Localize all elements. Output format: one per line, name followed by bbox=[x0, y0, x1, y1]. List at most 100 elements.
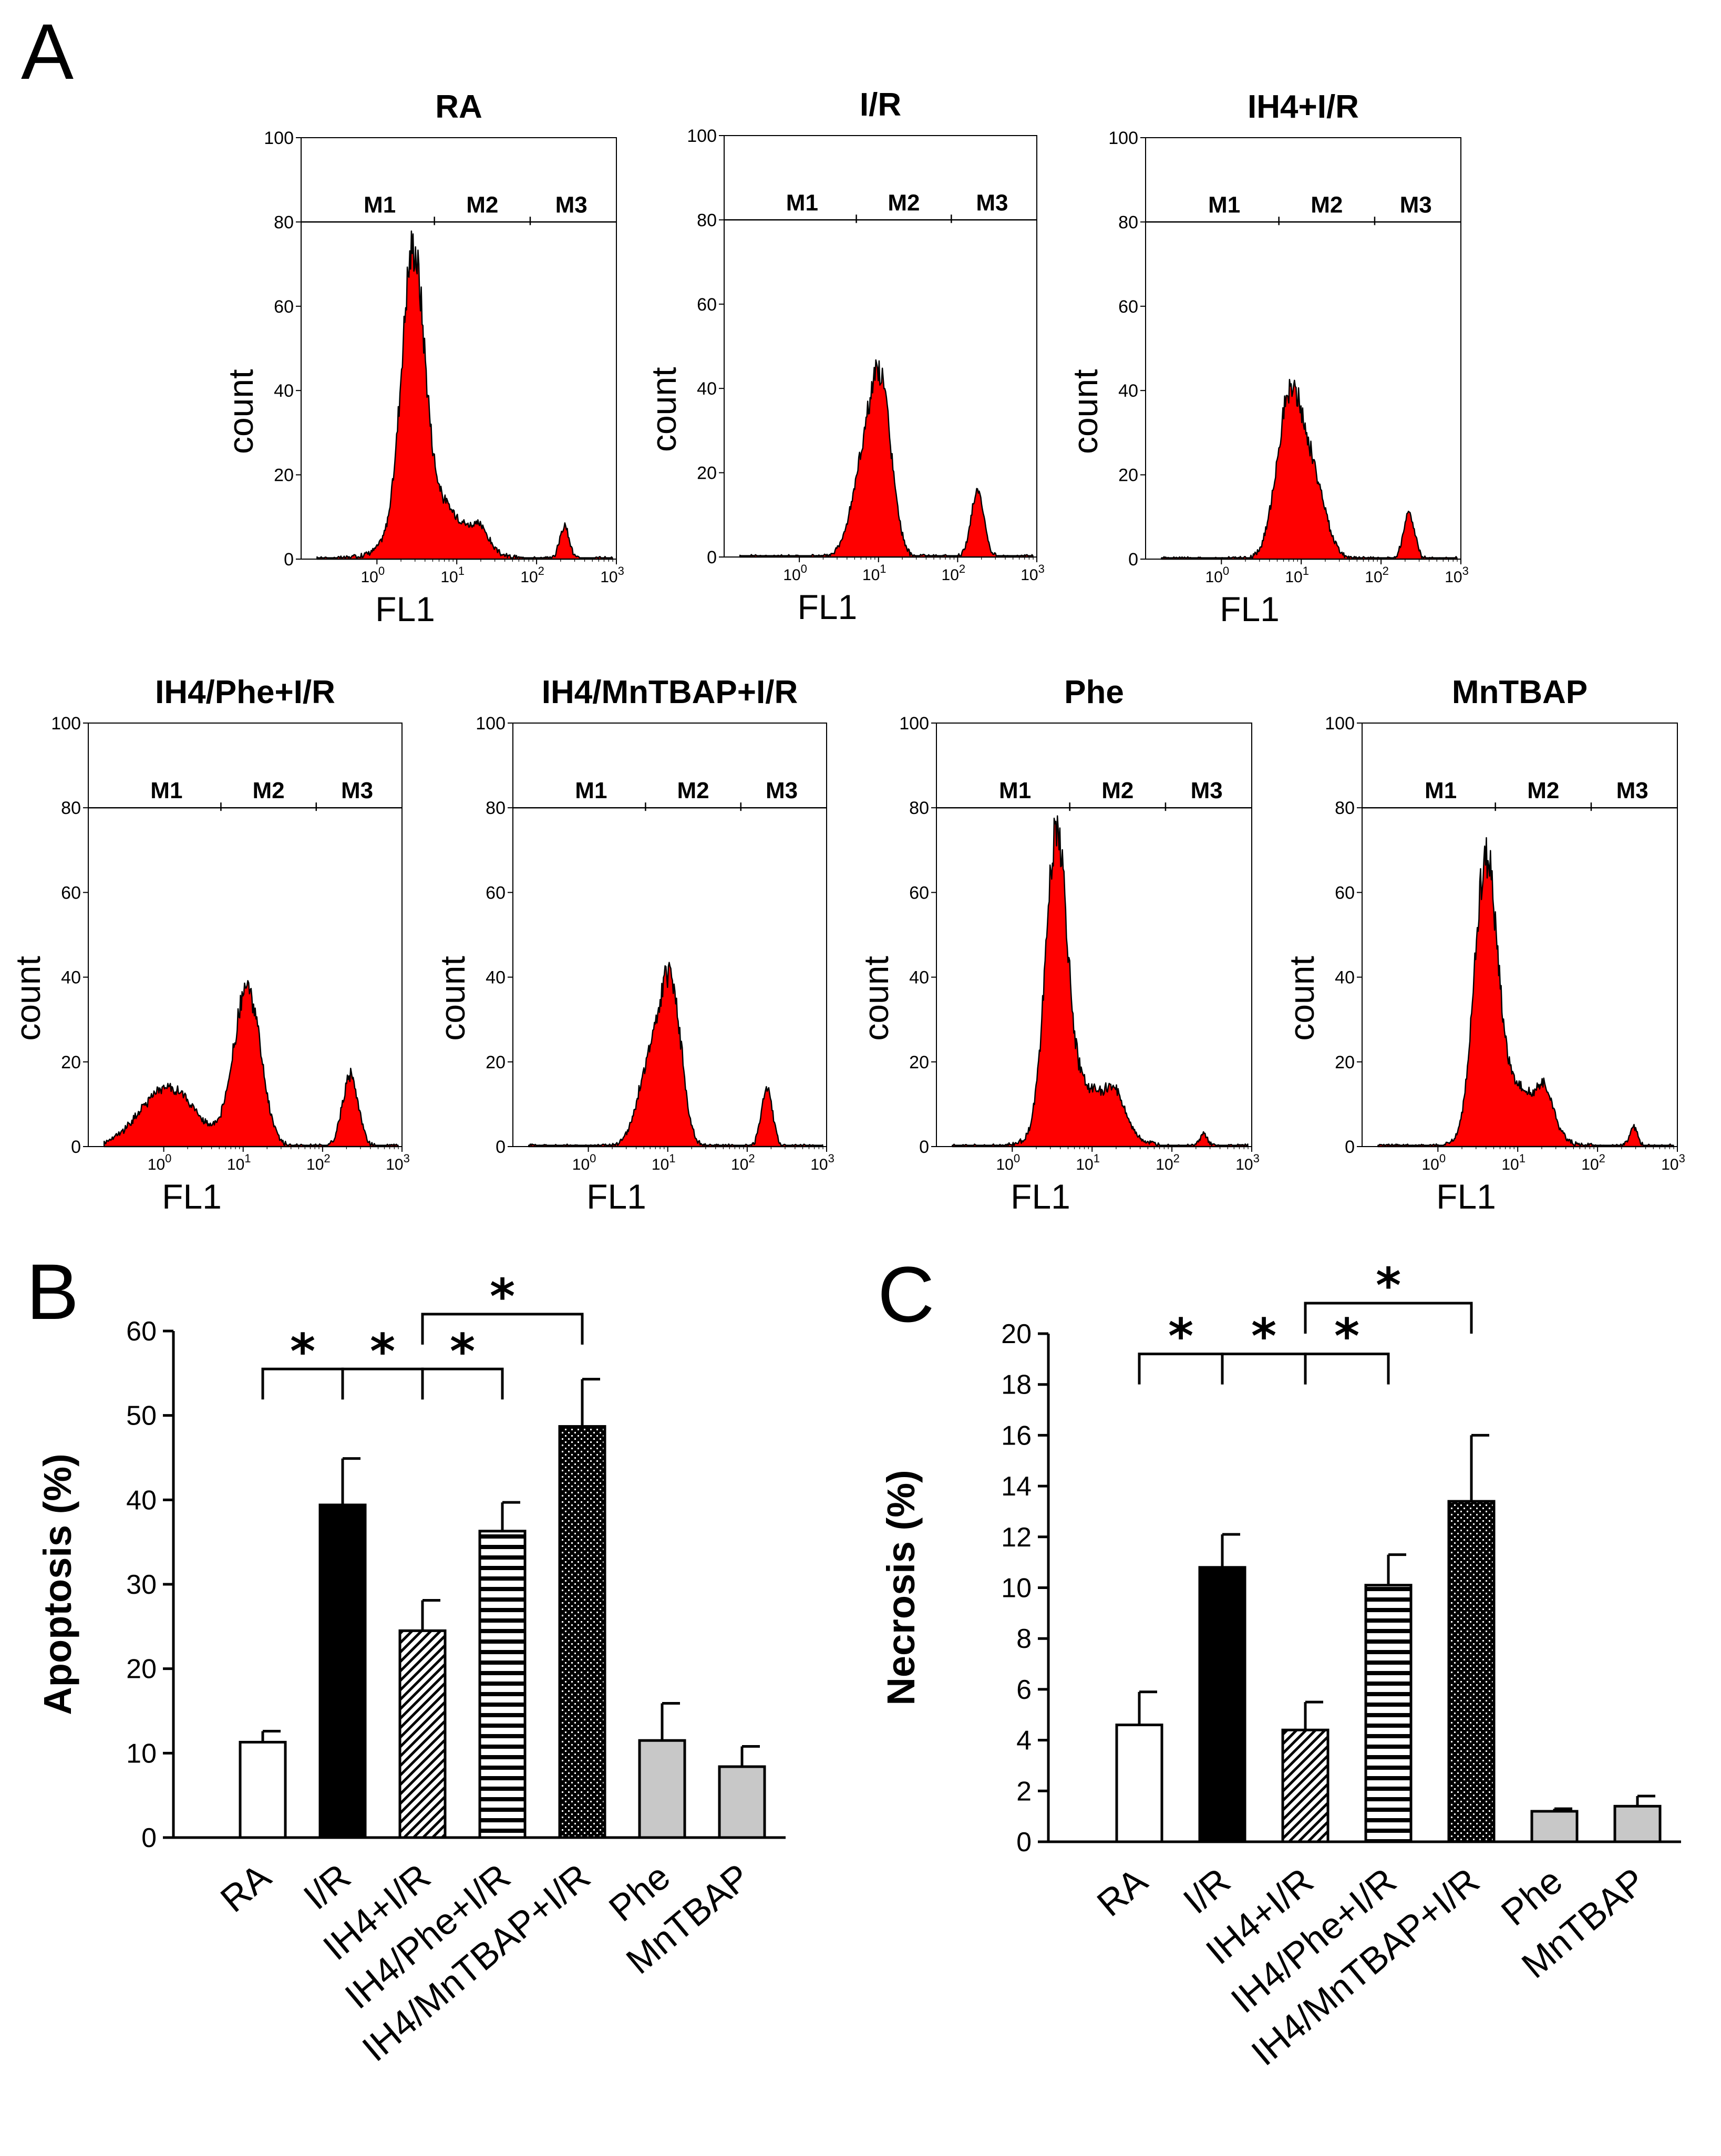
y-tick-label: 60 bbox=[61, 883, 81, 903]
bar-ih4-mntbap-i-r bbox=[1447, 1500, 1496, 1843]
y-tick-label: 0 bbox=[1128, 550, 1138, 570]
significance-star: * bbox=[290, 1323, 315, 1379]
y-axis-label: Necrosis (%) bbox=[879, 1470, 923, 1705]
y-tick-label: 100 bbox=[264, 128, 294, 148]
y-tick-label: 60 bbox=[486, 883, 506, 903]
y-tick-label: 20 bbox=[274, 466, 294, 486]
marker-label-m3: M3 bbox=[1616, 778, 1648, 803]
marker-label-m2: M2 bbox=[466, 192, 498, 218]
y-tick-label: 0 bbox=[1016, 1827, 1032, 1858]
histogram-panel: IH4/MnTBAP+I/R 0 20 40 60 80 100 count 100 101 102… bbox=[433, 674, 834, 1216]
marker-label-m1: M1 bbox=[999, 778, 1031, 803]
significance-bracket bbox=[421, 1367, 504, 1400]
x-tick-label: 102 bbox=[731, 1152, 755, 1173]
marker-label-m3: M3 bbox=[1400, 192, 1432, 218]
x-axis-label: FL1 bbox=[162, 1177, 222, 1216]
histogram-panel: I/R 0 20 40 60 80 100 count 100 101 102 103 FL1 M1 M2 M… bbox=[644, 87, 1045, 626]
y-tick-label: 14 bbox=[1001, 1471, 1032, 1502]
panel-label-a: A bbox=[21, 7, 74, 96]
category-label: RA bbox=[1089, 1860, 1155, 1924]
y-tick-label: 40 bbox=[1335, 968, 1355, 988]
marker-label-m3: M3 bbox=[1191, 778, 1223, 803]
histogram-curve bbox=[952, 815, 1249, 1148]
marker-label-m2: M2 bbox=[1101, 778, 1133, 803]
histogram-title: IH4+I/R bbox=[1248, 89, 1359, 125]
y-tick-label: 60 bbox=[126, 1316, 157, 1347]
marker-label-m1: M1 bbox=[1208, 192, 1240, 218]
bar-ra bbox=[1115, 1724, 1163, 1843]
histogram-panel: Phe 0 20 40 60 80 100 count 100 101 102 103 FL1 M1 M2 M… bbox=[857, 674, 1260, 1216]
x-tick-label: 101 bbox=[652, 1152, 676, 1173]
y-tick-label: 16 bbox=[1001, 1420, 1032, 1451]
y-tick-label: 20 bbox=[697, 463, 717, 483]
y-axis-label: count bbox=[1066, 369, 1105, 454]
significance-star: * bbox=[490, 1268, 515, 1325]
histogram-curve bbox=[1161, 379, 1458, 560]
bar-i-r bbox=[1198, 1566, 1246, 1843]
y-tick-label: 80 bbox=[1335, 798, 1355, 818]
x-tick-label: 100 bbox=[996, 1152, 1020, 1173]
significance-star: * bbox=[1251, 1308, 1276, 1365]
y-axis-label: count bbox=[644, 367, 683, 452]
marker-label-m2: M2 bbox=[1527, 778, 1559, 803]
panel-label-b: B bbox=[26, 1247, 79, 1336]
y-axis-label: count bbox=[857, 956, 895, 1040]
marker-label-m3: M3 bbox=[976, 190, 1008, 215]
x-axis-label: FL1 bbox=[1220, 590, 1280, 628]
y-tick-label: 100 bbox=[476, 714, 506, 734]
bar-ih4-phe-i-r bbox=[1364, 1584, 1413, 1843]
y-tick-label: 0 bbox=[284, 550, 294, 570]
y-tick-label: 100 bbox=[51, 714, 81, 734]
category-label: RA bbox=[213, 1856, 279, 1920]
marker-label-m3: M3 bbox=[766, 778, 798, 803]
x-tick-label: 102 bbox=[1156, 1152, 1180, 1173]
x-tick-label: 100 bbox=[1421, 1152, 1446, 1173]
marker-label-m2: M2 bbox=[888, 190, 920, 215]
x-tick-label: 100 bbox=[360, 564, 385, 586]
histogram-curve bbox=[1377, 837, 1674, 1148]
x-tick-label: 100 bbox=[783, 562, 807, 584]
x-tick-label: 103 bbox=[1661, 1152, 1685, 1173]
y-tick-label: 60 bbox=[1118, 297, 1138, 317]
y-tick-label: 20 bbox=[486, 1053, 506, 1072]
y-tick-label: 80 bbox=[274, 212, 294, 232]
x-tick-label: 103 bbox=[600, 564, 624, 586]
histogram-curve bbox=[316, 230, 613, 560]
marker-label-m1: M1 bbox=[575, 778, 607, 803]
y-tick-label: 10 bbox=[1001, 1573, 1032, 1604]
y-tick-label: 80 bbox=[909, 798, 929, 818]
histogram-title: IH4/MnTBAP+I/R bbox=[542, 674, 798, 710]
y-tick-label: 60 bbox=[274, 297, 294, 317]
marker-label-m1: M1 bbox=[364, 192, 396, 218]
y-tick-label: 30 bbox=[126, 1570, 157, 1600]
y-tick-label: 60 bbox=[1335, 883, 1355, 903]
x-tick-label: 103 bbox=[1445, 564, 1469, 586]
bar-ih4-i-r bbox=[1281, 1728, 1330, 1843]
y-tick-label: 20 bbox=[909, 1053, 929, 1072]
x-tick-label: 102 bbox=[306, 1152, 331, 1173]
y-tick-label: 18 bbox=[1001, 1370, 1032, 1400]
x-tick-label: 103 bbox=[386, 1152, 410, 1173]
x-tick-label: 103 bbox=[1235, 1152, 1260, 1173]
significance-star: * bbox=[450, 1323, 475, 1379]
x-tick-label: 103 bbox=[810, 1152, 834, 1173]
y-tick-label: 80 bbox=[486, 798, 506, 818]
y-tick-label: 100 bbox=[687, 126, 717, 146]
y-axis-label: count bbox=[433, 956, 472, 1040]
marker-label-m2: M2 bbox=[1311, 192, 1343, 218]
y-tick-label: 6 bbox=[1016, 1675, 1032, 1705]
histogram-title: I/R bbox=[860, 87, 901, 123]
bar-mntbap bbox=[718, 1765, 766, 1839]
y-tick-label: 40 bbox=[274, 381, 294, 401]
y-axis-label: count bbox=[8, 956, 47, 1040]
x-tick-label: 101 bbox=[440, 564, 465, 586]
histogram-title: RA bbox=[435, 89, 482, 125]
y-tick-label: 2 bbox=[1016, 1776, 1032, 1807]
x-tick-label: 103 bbox=[1021, 562, 1045, 584]
histogram-panels: RA 0 20 40 60 80 100 count 100 101 102 103 FL1 M1 M2 M3… bbox=[8, 87, 1685, 1216]
histogram-panel: MnTBAP 0 20 40 60 80 100 count 100 101 102 103 FL1 M1… bbox=[1282, 674, 1685, 1216]
y-tick-label: 0 bbox=[1345, 1137, 1355, 1157]
y-tick-label: 40 bbox=[909, 968, 929, 988]
